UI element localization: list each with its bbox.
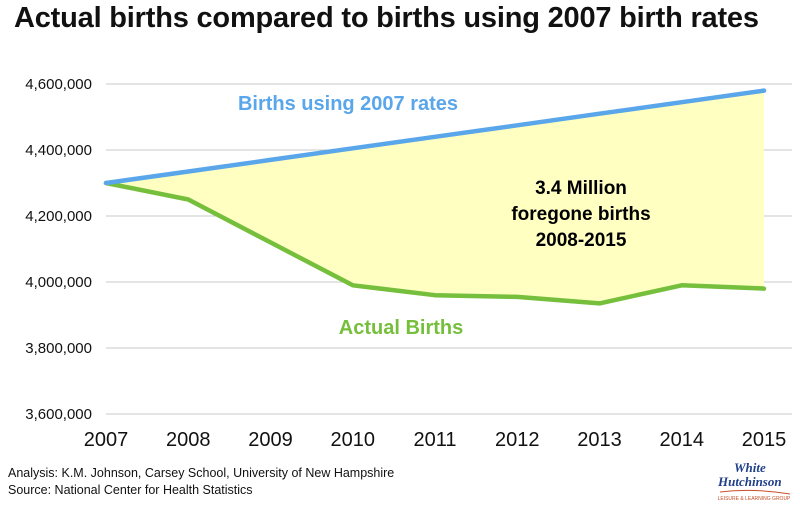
line-chart: 4,600,000 4,400,000 4,200,000 4,000,000 3,80… — [25, 76, 792, 451]
source-credit: Source: National Center for Health Stati… — [8, 483, 253, 497]
analysis-credit: Analysis: K.M. Johnson, Carsey School, U… — [8, 466, 395, 480]
footer: Analysis: K.M. Johnson, Carsey School, U… — [8, 465, 394, 499]
series-line-births-2007-rates — [103, 88, 767, 186]
foregone-births-annotation: 3.4 Million foregone births 2008-2015 — [511, 178, 650, 251]
y-axis-ticks: 4,600,000 4,400,000 4,200,000 4,000,000 3,80… — [25, 76, 92, 423]
y-tick-label: 4,200,000 — [25, 208, 92, 225]
series-line-actual-births — [103, 180, 767, 306]
y-tick-label: 4,000,000 — [25, 274, 92, 291]
annotation-line-3: 2008-2015 — [536, 230, 627, 251]
x-tick-label: 2007 — [84, 429, 129, 451]
gap-area — [106, 90, 764, 304]
x-tick-label: 2010 — [331, 429, 376, 451]
y-tick-label: 4,600,000 — [25, 76, 92, 93]
y-tick-label: 3,800,000 — [25, 340, 92, 357]
logo-line-2: Hutchinson — [717, 474, 782, 489]
foregone-births-area — [106, 90, 764, 304]
y-tick-label: 4,400,000 — [25, 142, 92, 159]
x-tick-label: 2011 — [413, 429, 456, 451]
series-label-projected: Births using 2007 rates — [238, 93, 458, 115]
y-tick-label: 3,600,000 — [25, 406, 92, 423]
series-label-actual: Actual Births — [339, 317, 463, 339]
logo-swoosh — [719, 489, 791, 495]
x-tick-label: 2014 — [660, 429, 705, 451]
x-tick-label: 2009 — [248, 429, 293, 451]
x-tick-label: 2008 — [166, 429, 211, 451]
x-tick-label: 2013 — [577, 429, 622, 451]
series-labels: Births using 2007 rates Actual Births — [238, 93, 463, 339]
annotation-line-2: foregone births — [511, 204, 650, 225]
x-tick-label: 2012 — [495, 429, 540, 451]
series-lines — [103, 88, 767, 306]
x-axis-ticks: 2007 2008 2009 2010 2011 2012 2013 2014 2015 — [84, 429, 787, 451]
logo-line-1: White — [734, 460, 766, 475]
chart-title: Actual births compared to births using 2… — [14, 2, 759, 34]
annotation-line-1: 3.4 Million — [535, 178, 627, 199]
white-hutchinson-logo: White Hutchinson LEISURE & LEARNING GROU… — [717, 460, 791, 502]
logo-tagline: LEISURE & LEARNING GROUP — [718, 496, 791, 502]
x-tick-label: 2015 — [742, 429, 787, 451]
